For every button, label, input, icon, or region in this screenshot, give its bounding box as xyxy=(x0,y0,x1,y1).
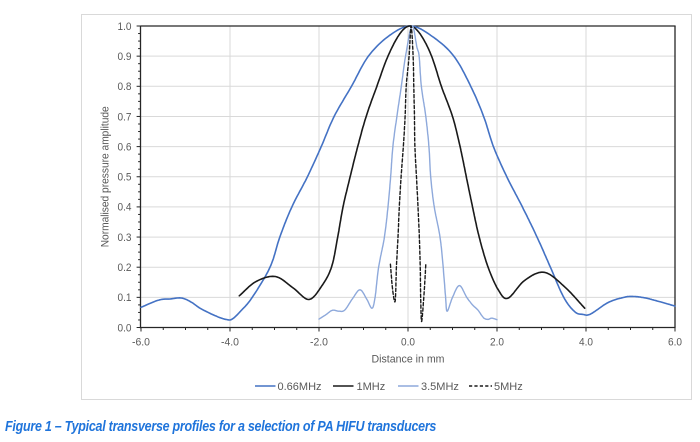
svg-text:0.1: 0.1 xyxy=(118,292,132,304)
svg-text:1MHz: 1MHz xyxy=(357,381,386,393)
svg-text:0.7: 0.7 xyxy=(118,111,132,123)
svg-text:0.2: 0.2 xyxy=(118,262,132,274)
svg-text:-4.0: -4.0 xyxy=(221,337,239,349)
svg-text:4.0: 4.0 xyxy=(579,337,593,349)
svg-text:0.4: 0.4 xyxy=(118,202,132,214)
svg-text:0.0: 0.0 xyxy=(401,337,415,349)
svg-text:0.66MHz: 0.66MHz xyxy=(278,381,322,393)
svg-text:0.9: 0.9 xyxy=(118,51,132,63)
svg-text:3.5MHz: 3.5MHz xyxy=(421,381,459,393)
svg-text:0.6: 0.6 xyxy=(118,141,132,153)
svg-text:0.0: 0.0 xyxy=(118,322,132,334)
svg-text:Distance in mm: Distance in mm xyxy=(372,354,445,366)
svg-text:1.0: 1.0 xyxy=(118,21,132,33)
svg-text:0.3: 0.3 xyxy=(118,232,132,244)
svg-text:0.8: 0.8 xyxy=(118,81,132,93)
svg-text:0.5: 0.5 xyxy=(118,172,132,184)
svg-text:-6.0: -6.0 xyxy=(132,337,150,349)
svg-text:6.0: 6.0 xyxy=(668,337,682,349)
svg-text:5MHz: 5MHz xyxy=(494,381,523,393)
svg-text:Normalised pressure amplitude: Normalised pressure amplitude xyxy=(100,106,112,247)
svg-text:-2.0: -2.0 xyxy=(310,337,328,349)
svg-text:2.0: 2.0 xyxy=(490,337,504,349)
